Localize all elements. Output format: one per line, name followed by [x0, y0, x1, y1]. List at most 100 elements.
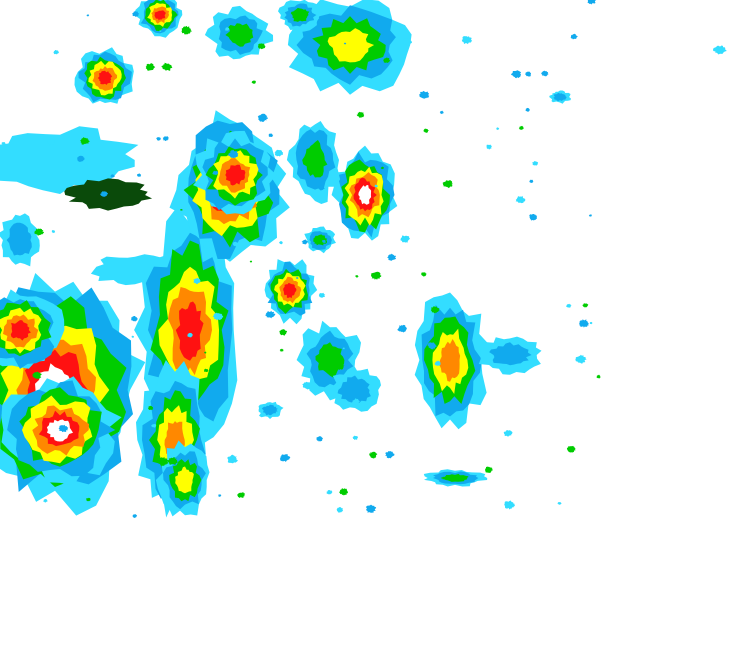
echo-cell-20-level-3 — [290, 7, 310, 22]
echo-cell-18-level-4 — [327, 28, 375, 63]
echo-speckle — [279, 241, 283, 245]
echo-speckle — [461, 36, 473, 45]
echo-cell-6-level-6 — [175, 301, 204, 361]
echo-speckle — [110, 174, 115, 178]
echo-cell-1-level-2 — [6, 222, 32, 256]
echo-cell-12-level-3 — [302, 140, 328, 178]
echo-speckle — [418, 344, 423, 348]
echo-cell-27-level-1 — [713, 45, 727, 55]
echo-speckle — [570, 33, 578, 40]
echo-speckle — [257, 43, 266, 50]
echo-speckle — [51, 230, 56, 234]
echo-speckle — [268, 133, 274, 137]
echo-speckle — [589, 321, 593, 325]
echo-speckle — [227, 454, 238, 464]
echo-speckle — [434, 360, 441, 367]
echo-speckle — [566, 445, 576, 453]
echo-cell-25-level-2 — [261, 404, 278, 416]
echo-speckle — [136, 173, 142, 177]
echo-speckle — [596, 374, 601, 379]
echo-speckle — [257, 113, 268, 122]
echo-speckle — [187, 332, 194, 338]
echo-speckle — [181, 25, 193, 35]
echo-speckle — [86, 14, 90, 17]
echo-speckle — [193, 278, 201, 285]
echo-speckle — [430, 306, 440, 314]
echo-speckle — [423, 128, 429, 133]
echo-cell-21-level-6 — [97, 70, 113, 85]
echo-speckle — [575, 354, 587, 364]
echo-speckle — [318, 184, 325, 191]
echo-speckle — [316, 436, 323, 442]
echo-speckle — [46, 138, 56, 146]
echo-speckle — [385, 451, 395, 459]
echo-speckle — [380, 166, 384, 170]
echo-speckle — [159, 30, 162, 32]
echo-speckle — [100, 191, 109, 197]
echo-speckle — [132, 514, 138, 518]
echo-speckle — [148, 405, 154, 410]
echo-speckle — [295, 277, 299, 280]
echo-speckle — [566, 303, 572, 308]
echo-speckle — [427, 342, 437, 350]
echo-speckle — [587, 0, 597, 5]
echo-speckle — [224, 27, 230, 31]
echo-speckle — [212, 170, 219, 176]
echo-speckle — [525, 107, 531, 112]
echo-speckle — [218, 494, 222, 497]
echo-cell-13-level-6 — [283, 282, 297, 299]
echo-speckle — [557, 502, 562, 505]
echo-speckle — [504, 500, 515, 510]
echo-speckle — [419, 90, 430, 99]
echo-speckle — [32, 371, 42, 379]
echo-speckle — [131, 316, 138, 322]
echo-speckle — [485, 466, 493, 473]
echo-cell-11-level-7 — [358, 185, 372, 205]
echo-speckle — [582, 303, 589, 308]
echo-speckle — [343, 42, 347, 45]
echo-speckle — [351, 398, 360, 405]
echo-speckle — [87, 175, 91, 178]
echo-cell-22-level-6 — [154, 10, 166, 21]
echo-speckle — [529, 214, 537, 221]
echo-speckle — [58, 424, 69, 433]
echo-speckle — [302, 381, 313, 390]
echo-speckle — [524, 71, 531, 77]
echo-speckle — [402, 38, 412, 46]
echo-speckle — [161, 62, 173, 71]
echo-speckle — [279, 348, 284, 352]
echo-speckle — [352, 435, 359, 440]
echo-speckle — [342, 347, 345, 350]
echo-speckle — [274, 149, 284, 157]
echo-speckle — [326, 490, 333, 495]
echo-speckle — [529, 179, 534, 183]
echo-speckle — [442, 180, 453, 189]
echo-speckle — [356, 111, 365, 118]
echo-speckle — [374, 184, 378, 188]
echo-speckle — [1, 142, 6, 145]
echo-speckle — [53, 50, 60, 55]
echo-speckle — [237, 492, 246, 498]
echo-speckle — [34, 228, 44, 236]
echo-speckle — [421, 272, 427, 277]
echo-speckle — [204, 368, 209, 372]
echo-speckle — [510, 70, 522, 79]
echo-speckle — [370, 271, 382, 280]
echo-cell-24-level-3 — [440, 473, 469, 482]
echo-speckle — [588, 214, 592, 217]
echo-speckle — [204, 351, 207, 354]
echo-speckle — [503, 430, 513, 437]
echo-speckle — [167, 457, 178, 465]
echo-speckle — [318, 292, 326, 298]
echo-cell-4-level-6 — [10, 320, 31, 341]
echo-speckle — [156, 136, 161, 141]
echo-speckle — [335, 362, 345, 370]
echo-speckle — [486, 144, 492, 150]
echo-cell-10-level-6 — [225, 164, 246, 186]
dark-echo-patch — [64, 178, 153, 211]
echo-speckle — [180, 208, 183, 211]
echo-speckle — [322, 239, 326, 243]
echo-speckle — [387, 253, 396, 261]
echo-speckle — [151, 423, 157, 428]
echo-speckle — [43, 498, 48, 503]
